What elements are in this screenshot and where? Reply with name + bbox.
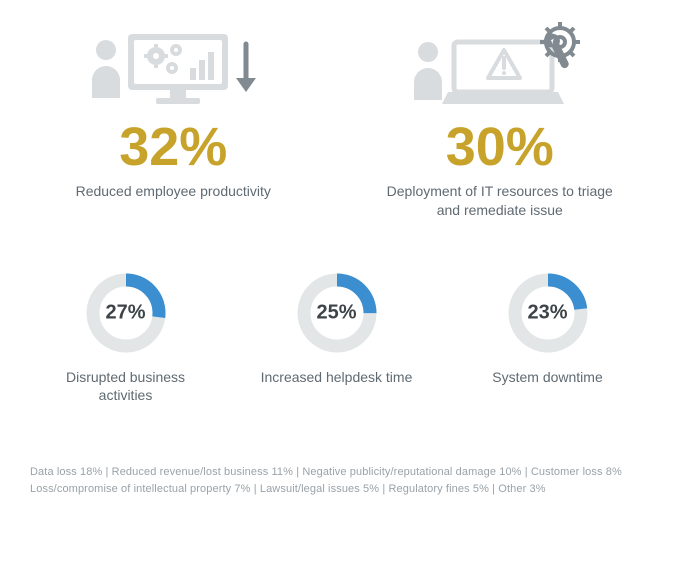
- footnote-line: Data loss 18% | Reduced revenue/lost bus…: [30, 464, 643, 481]
- donut-system-downtime: 23% System downtime: [452, 270, 643, 404]
- donut-helpdesk-time: 25% Increased helpdesk time: [241, 270, 432, 404]
- top-stat-value: 30%: [446, 120, 554, 174]
- top-stat-caption: Reduced employee productivity: [76, 182, 271, 201]
- donut-disrupted-business: 27% Disrupted business activities: [30, 270, 221, 404]
- top-stat-productivity: 32% Reduced employee productivity: [30, 20, 317, 220]
- donut-row: 27% Disrupted business activities 25% In…: [30, 270, 643, 404]
- desktop-gears-icon: [78, 20, 268, 110]
- footnote-line: Loss/compromise of intellectual property…: [30, 481, 643, 498]
- donut-caption: Increased helpdesk time: [261, 368, 413, 386]
- donut-chart: 25%: [294, 270, 380, 356]
- top-stats-row: 32% Reduced employee productivity: [30, 20, 643, 220]
- donut-label: 27%: [105, 301, 145, 324]
- donut-label: 25%: [316, 301, 356, 324]
- donut-label: 23%: [527, 301, 567, 324]
- top-stat-caption: Deployment of IT resources to triage and…: [385, 182, 615, 220]
- top-stat-it-resources: 30% Deployment of IT resources to triage…: [357, 20, 644, 220]
- laptop-warning-icon: [400, 20, 600, 110]
- footnote: Data loss 18% | Reduced revenue/lost bus…: [30, 464, 643, 497]
- donut-caption: Disrupted business activities: [46, 368, 206, 404]
- top-stat-value: 32%: [119, 120, 227, 174]
- donut-caption: System downtime: [492, 368, 602, 386]
- donut-chart: 23%: [505, 270, 591, 356]
- donut-chart: 27%: [83, 270, 169, 356]
